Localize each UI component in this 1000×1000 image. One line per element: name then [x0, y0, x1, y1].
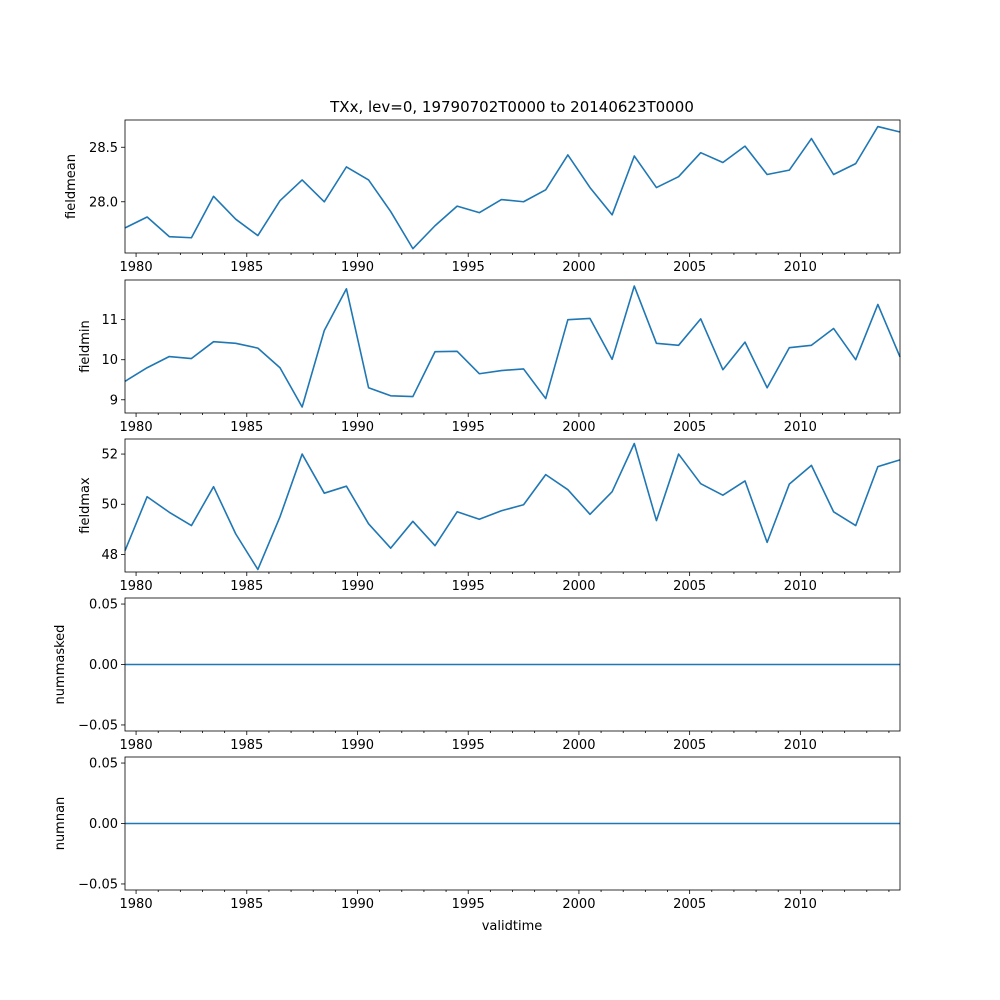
y-tick-label: 10: [101, 353, 118, 368]
y-tick-label: 0.00: [89, 817, 118, 832]
y-tick-label: −0.05: [78, 877, 118, 892]
y-axis-label: fieldmin: [78, 320, 93, 373]
x-axis-label: validtime: [482, 919, 543, 934]
x-tick-label: 1990: [341, 897, 374, 912]
y-tick-label: −0.05: [78, 718, 118, 733]
x-tick-label: 2005: [673, 420, 706, 435]
x-tick-label: 2000: [562, 260, 595, 275]
plot-area: [125, 120, 900, 253]
y-tick-label: 28.5: [89, 141, 118, 156]
y-tick-label: 50: [101, 498, 118, 513]
axes-frame: [124, 279, 901, 414]
x-tick-label: 2000: [562, 897, 595, 912]
series-line-fieldmean: [124, 125, 901, 250]
x-tick-label: 1980: [120, 579, 153, 594]
y-tick-label: 0.00: [89, 658, 118, 673]
plot-area: [125, 439, 900, 572]
y-tick-label: 28.0: [89, 195, 118, 210]
series-line-fieldmin: [124, 285, 901, 408]
x-tick-label: 1995: [452, 260, 485, 275]
x-tick-label: 2005: [673, 260, 706, 275]
y-tick-label: 52: [101, 448, 118, 463]
x-tick-label: 2010: [784, 579, 817, 594]
y-axis-label: fieldmax: [78, 477, 93, 534]
x-tick-label: 1990: [341, 579, 374, 594]
x-tick-label: 2000: [562, 420, 595, 435]
y-axis-label: numnan: [53, 797, 68, 851]
y-tick-label: 48: [101, 548, 118, 563]
subplot-fieldmin: 1980 1985 1990 1995 2000 2005 2010 9 10 11 fieldmi…: [78, 279, 901, 435]
plot-area: [125, 280, 900, 413]
axes-frame: [124, 119, 901, 254]
x-tick-label: 2005: [673, 579, 706, 594]
axes-frame: [124, 756, 901, 891]
x-tick-label: 1980: [120, 738, 153, 753]
x-tick-label: 1985: [230, 260, 263, 275]
x-tick-label: 1990: [341, 738, 374, 753]
y-axis-label: fieldmean: [64, 154, 79, 219]
y-tick-label: 9: [110, 393, 118, 408]
x-tick-label: 1990: [341, 260, 374, 275]
x-tick-label: 2000: [562, 738, 595, 753]
x-tick-label: 2010: [784, 260, 817, 275]
y-axis-label: nummasked: [53, 625, 68, 705]
y-tick-label: 11: [101, 313, 118, 328]
series-line-fieldmax: [124, 442, 901, 571]
figure-title: TXx, lev=0, 19790702T0000 to 20140623T00…: [329, 98, 694, 116]
x-tick-label: 1985: [230, 579, 263, 594]
x-tick-label: 1990: [341, 420, 374, 435]
x-tick-label: 1995: [452, 420, 485, 435]
subplot-stack: 1980 1985 1990 1995 2000 2005 2010 28.0 28.5 fiel…: [53, 119, 901, 912]
axes-frame: [124, 597, 901, 732]
x-tick-label: 2010: [784, 420, 817, 435]
x-tick-label: 2010: [784, 897, 817, 912]
x-tick-label: 2005: [673, 897, 706, 912]
x-tick-label: 1985: [230, 738, 263, 753]
subplot-fieldmean: 1980 1985 1990 1995 2000 2005 2010 28.0 28.5 fiel…: [64, 119, 901, 275]
x-tick-label: 2000: [562, 579, 595, 594]
y-tick-label: 0.05: [89, 757, 118, 772]
y-tick-label: 0.05: [89, 598, 118, 613]
x-tick-label: 1985: [230, 897, 263, 912]
subplot-nummasked: 1980 1985 1990 1995 2000 2005 2010 −0.05 0.00 0.0…: [53, 597, 901, 753]
subplot-numnan: 1980 1985 1990 1995 2000 2005 2010 −0.05 0.00 0.0…: [53, 756, 901, 912]
x-tick-label: 2010: [784, 738, 817, 753]
axes-frame: [124, 438, 901, 573]
x-tick-label: 1980: [120, 420, 153, 435]
x-tick-label: 1980: [120, 260, 153, 275]
x-tick-label: 1985: [230, 420, 263, 435]
x-tick-label: 1995: [452, 738, 485, 753]
x-tick-label: 1995: [452, 579, 485, 594]
x-tick-label: 1995: [452, 897, 485, 912]
x-tick-label: 1980: [120, 897, 153, 912]
subplot-fieldmax: 1980 1985 1990 1995 2000 2005 2010 48 50 52 fieldm…: [78, 438, 901, 594]
x-tick-label: 2005: [673, 738, 706, 753]
